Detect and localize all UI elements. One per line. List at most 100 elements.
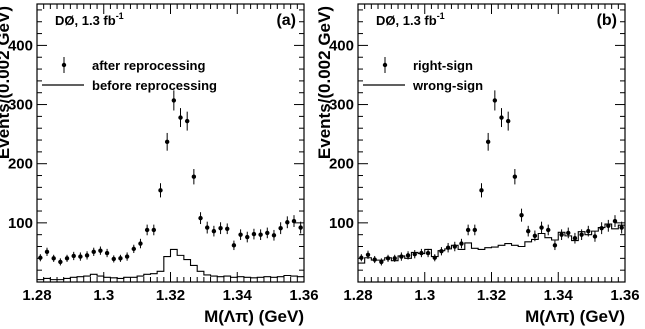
data-point	[138, 241, 143, 246]
data-point	[258, 232, 263, 237]
data-point	[238, 232, 243, 237]
data-point	[405, 253, 411, 258]
data-point	[251, 231, 257, 237]
x-tick-label: 1.36	[289, 287, 318, 304]
data-point	[519, 212, 524, 218]
data-point	[164, 139, 170, 145]
data-point	[566, 230, 571, 236]
x-tick-label: 1.36	[610, 287, 639, 304]
plot-frame	[357, 3, 626, 283]
data-point	[78, 254, 83, 259]
data-point	[124, 254, 130, 259]
data-point	[91, 249, 96, 255]
y-tick-label: 100	[8, 215, 33, 232]
legend-point-marker	[382, 62, 388, 68]
x-axis-title: M(Λπ) (GeV)	[525, 307, 625, 326]
x-tick-label: 1.32	[477, 287, 506, 304]
data-point	[151, 227, 157, 233]
data-point	[245, 234, 250, 240]
data-point	[399, 254, 404, 259]
data-point	[512, 174, 518, 179]
x-tick-label: 1.3	[93, 287, 114, 304]
data-point	[546, 227, 551, 233]
panel-a: 1.28 1.3 1.32 1.34 1.36 100 200 300 400 M(Λπ) (Ge…	[0, 3, 319, 326]
data-point	[445, 245, 451, 250]
data-point	[44, 249, 50, 255]
data-point	[485, 139, 491, 145]
x-axis-title: M(Λπ) (GeV)	[204, 307, 304, 326]
x-tick-label: 1.28	[343, 287, 372, 304]
data-point	[225, 226, 230, 231]
y-tick-label: 200	[8, 156, 33, 173]
data-point	[38, 255, 43, 260]
experiment-label: DØ, 1.3 fb-1	[376, 11, 445, 28]
panel-label: (a)	[276, 12, 296, 29]
data-point	[84, 253, 90, 258]
data-point	[278, 225, 283, 231]
data-point	[425, 250, 431, 256]
data-point	[526, 228, 531, 234]
legend-label: after reprocessing	[92, 58, 205, 73]
data-point	[539, 225, 544, 230]
data-point	[492, 98, 498, 103]
data-point	[419, 250, 424, 256]
data-point	[71, 253, 76, 259]
plot-frame	[36, 3, 305, 283]
data-point	[572, 236, 578, 241]
y-tick-label: 200	[329, 156, 354, 173]
x-tick-label: 1.32	[156, 287, 185, 304]
data-point	[465, 227, 471, 233]
x-tick-label: 1.3	[414, 287, 435, 304]
data-point	[211, 228, 217, 234]
data-point	[158, 188, 163, 193]
histogram-before-reprocessing	[37, 248, 304, 281]
data-point	[432, 255, 437, 260]
data-point	[385, 256, 391, 261]
data-point	[619, 225, 624, 230]
y-axis-title: Events/(0.002 GeV)	[0, 6, 13, 159]
data-point	[559, 232, 564, 237]
y-axis-title: Events/(0.002 GeV)	[315, 6, 334, 159]
x-tick-label: 1.28	[22, 287, 51, 304]
data-point	[231, 243, 237, 248]
data-point	[98, 248, 103, 253]
x-tick-label: 1.34	[544, 287, 574, 304]
data-point	[265, 230, 270, 236]
data-point	[372, 257, 377, 262]
data-point	[285, 220, 290, 225]
legend: after reprocessing before reprocessing	[42, 57, 217, 93]
legend-label: wrong-sign	[412, 78, 483, 93]
data-point	[111, 256, 116, 262]
legend: right-sign wrong-sign	[363, 57, 483, 93]
data-point	[579, 232, 584, 237]
legend-label: right-sign	[413, 58, 473, 73]
data-point	[51, 256, 56, 261]
data-point	[612, 218, 618, 224]
experiment-label: DØ, 1.3 fb-1	[55, 11, 124, 28]
y-tick-label: 300	[8, 97, 33, 114]
data-point	[171, 98, 177, 103]
data-point	[365, 252, 371, 257]
data-point	[606, 223, 611, 229]
data-point	[218, 225, 223, 231]
data-point	[505, 118, 511, 124]
data-point	[499, 115, 504, 120]
data-point	[599, 225, 604, 231]
y-tick-label: 400	[329, 37, 354, 54]
data-point	[64, 256, 70, 261]
data-point	[532, 233, 538, 239]
data-point	[412, 252, 417, 257]
data-point	[392, 256, 397, 261]
data-point	[552, 243, 558, 248]
data-point	[459, 241, 464, 246]
data-point	[472, 227, 478, 233]
data-point	[359, 255, 364, 260]
data-point	[452, 244, 457, 249]
data-point	[191, 174, 197, 179]
data-point	[271, 233, 277, 238]
data-point	[205, 225, 210, 230]
legend-point-marker	[61, 62, 67, 68]
histogram-wrong-sign	[358, 223, 625, 264]
y-tick-label: 100	[329, 215, 354, 232]
